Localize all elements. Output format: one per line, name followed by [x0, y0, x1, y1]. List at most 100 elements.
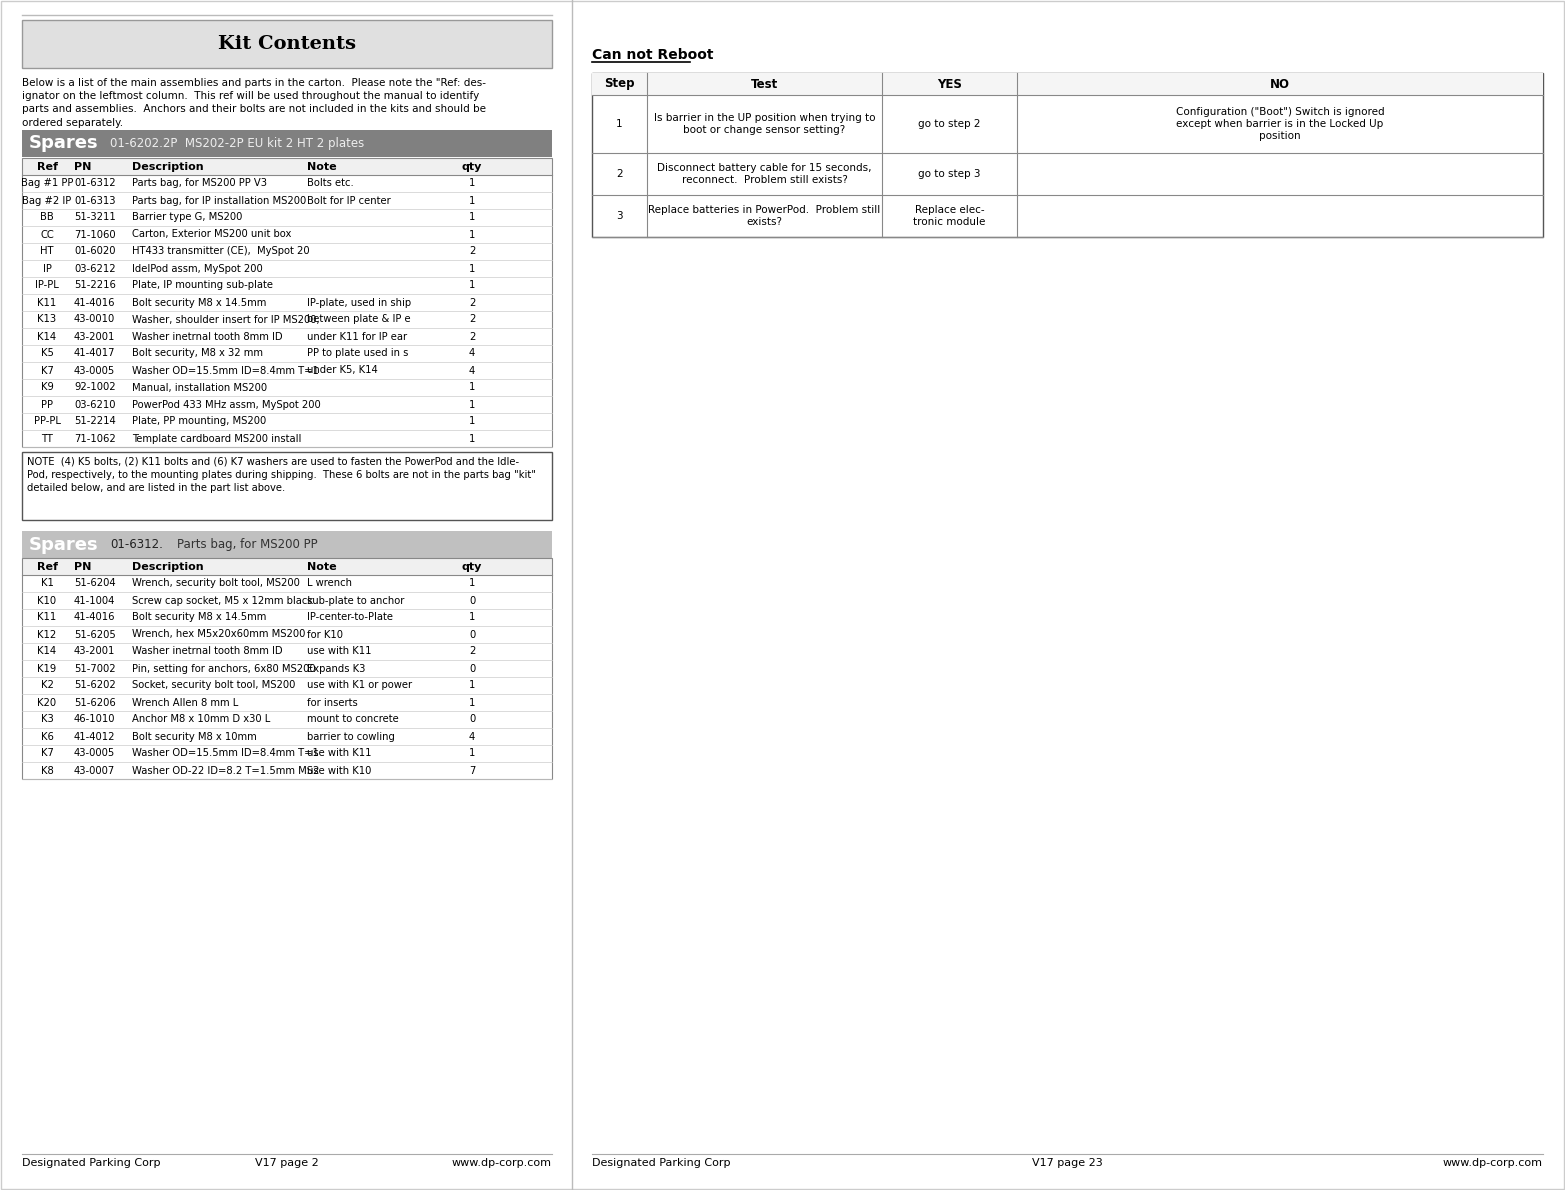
- Text: K10: K10: [38, 595, 56, 606]
- Text: 46-1010: 46-1010: [74, 714, 116, 725]
- Bar: [22, 558, 552, 779]
- Text: K9: K9: [41, 382, 53, 393]
- Text: 1: 1: [470, 263, 476, 274]
- Text: 41-4016: 41-4016: [74, 613, 116, 622]
- Text: K6: K6: [41, 732, 53, 741]
- Text: K13: K13: [38, 314, 56, 325]
- Text: Anchor M8 x 10mm D x30 L: Anchor M8 x 10mm D x30 L: [131, 714, 271, 725]
- Text: 1: 1: [470, 749, 476, 758]
- Text: Bolt security M8 x 14.5mm: Bolt security M8 x 14.5mm: [131, 613, 266, 622]
- Text: K11: K11: [38, 613, 56, 622]
- Text: IP: IP: [42, 263, 52, 274]
- Text: Pin, setting for anchors, 6x80 MS200: Pin, setting for anchors, 6x80 MS200: [131, 664, 316, 674]
- Text: 01-6020: 01-6020: [74, 246, 116, 257]
- Text: YES: YES: [937, 77, 962, 90]
- Text: Manual, installation MS200: Manual, installation MS200: [131, 382, 268, 393]
- Text: under K5, K14: under K5, K14: [307, 365, 377, 376]
- Text: Disconnect battery cable for 15 seconds,
reconnect.  Problem still exists?: Disconnect battery cable for 15 seconds,…: [657, 163, 872, 184]
- Text: for inserts: for inserts: [307, 697, 358, 708]
- Text: Note: Note: [307, 162, 336, 171]
- Text: Configuration ("Boot") Switch is ignored
except when barrier is in the Locked Up: Configuration ("Boot") Switch is ignored…: [1175, 107, 1385, 140]
- Text: PN: PN: [74, 562, 91, 571]
- Text: Parts bag, for MS200 PP: Parts bag, for MS200 PP: [177, 538, 318, 551]
- Text: Designated Parking Corp: Designated Parking Corp: [22, 1158, 161, 1169]
- Text: 2: 2: [470, 314, 476, 325]
- Text: K8: K8: [41, 765, 53, 776]
- Text: Plate, IP mounting sub-plate: Plate, IP mounting sub-plate: [131, 281, 272, 290]
- Text: 51-6206: 51-6206: [74, 697, 116, 708]
- Text: K14: K14: [38, 646, 56, 657]
- Text: 1: 1: [470, 195, 476, 206]
- Text: 51-6205: 51-6205: [74, 630, 116, 639]
- Text: 2: 2: [470, 298, 476, 307]
- Text: 43-2001: 43-2001: [74, 646, 116, 657]
- Text: for K10: for K10: [307, 630, 343, 639]
- Text: Spares: Spares: [30, 134, 99, 152]
- Text: 1: 1: [470, 681, 476, 690]
- Text: Is barrier in the UP position when trying to
boot or change sensor setting?: Is barrier in the UP position when tryin…: [654, 113, 875, 134]
- Text: go to step 3: go to step 3: [919, 169, 981, 178]
- Text: qty: qty: [462, 562, 482, 571]
- Text: Bag #2 IP: Bag #2 IP: [22, 195, 72, 206]
- Text: PowerPod 433 MHz assm, MySpot 200: PowerPod 433 MHz assm, MySpot 200: [131, 400, 321, 409]
- Text: CC: CC: [41, 230, 53, 239]
- Text: K3: K3: [41, 714, 53, 725]
- Text: 1: 1: [470, 178, 476, 188]
- Text: 1: 1: [470, 697, 476, 708]
- Text: 43-0010: 43-0010: [74, 314, 116, 325]
- Bar: [22, 531, 552, 558]
- Text: IP-PL: IP-PL: [34, 281, 59, 290]
- Text: K14: K14: [38, 332, 56, 342]
- Text: 0: 0: [470, 714, 476, 725]
- Text: PP-PL: PP-PL: [33, 416, 61, 426]
- Text: sub-plate to anchor: sub-plate to anchor: [307, 595, 404, 606]
- Text: 1: 1: [470, 382, 476, 393]
- Text: 43-0005: 43-0005: [74, 749, 116, 758]
- Text: 51-2216: 51-2216: [74, 281, 116, 290]
- Bar: [22, 452, 552, 520]
- Text: IP-center-to-Plate: IP-center-to-Plate: [307, 613, 393, 622]
- Text: 03-6212: 03-6212: [74, 263, 116, 274]
- Bar: [592, 73, 1543, 237]
- Text: 0: 0: [470, 630, 476, 639]
- Text: 2: 2: [617, 169, 623, 178]
- Text: PN: PN: [74, 162, 91, 171]
- Text: Bag #1 PP: Bag #1 PP: [20, 178, 74, 188]
- Text: Bolt security M8 x 10mm: Bolt security M8 x 10mm: [131, 732, 257, 741]
- Text: Washer OD-22 ID=8.2 T=1.5mm MS2: Washer OD-22 ID=8.2 T=1.5mm MS2: [131, 765, 319, 776]
- Bar: [22, 130, 552, 157]
- Text: K7: K7: [41, 749, 53, 758]
- Text: 41-4017: 41-4017: [74, 349, 116, 358]
- Text: 1: 1: [470, 281, 476, 290]
- Text: 0: 0: [470, 664, 476, 674]
- Text: 51-7002: 51-7002: [74, 664, 116, 674]
- Text: V17 page 23: V17 page 23: [1033, 1158, 1103, 1169]
- Text: K1: K1: [41, 578, 53, 589]
- Text: 1: 1: [470, 230, 476, 239]
- Text: www.dp-corp.com: www.dp-corp.com: [1443, 1158, 1543, 1169]
- Text: NOTE  (4) K5 bolts, (2) K11 bolts and (6) K7 washers are used to fasten the Powe: NOTE (4) K5 bolts, (2) K11 bolts and (6)…: [27, 457, 535, 493]
- Text: Replace elec-
tronic module: Replace elec- tronic module: [914, 205, 986, 227]
- Text: IdelPod assm, MySpot 200: IdelPod assm, MySpot 200: [131, 263, 263, 274]
- Text: 2: 2: [470, 646, 476, 657]
- Text: BB: BB: [41, 213, 53, 223]
- Text: use with K10: use with K10: [307, 765, 371, 776]
- Text: Bolt security M8 x 14.5mm: Bolt security M8 x 14.5mm: [131, 298, 266, 307]
- Text: V17 page 2: V17 page 2: [255, 1158, 319, 1169]
- Text: www.dp-corp.com: www.dp-corp.com: [452, 1158, 552, 1169]
- Text: Replace batteries in PowerPod.  Problem still
exists?: Replace batteries in PowerPod. Problem s…: [648, 205, 881, 227]
- Text: K20: K20: [38, 697, 56, 708]
- Text: Note: Note: [307, 562, 336, 571]
- Text: 1: 1: [470, 400, 476, 409]
- Text: 41-4016: 41-4016: [74, 298, 116, 307]
- Text: TT: TT: [41, 433, 53, 444]
- Text: barrier to cowling: barrier to cowling: [307, 732, 394, 741]
- Text: 1: 1: [470, 433, 476, 444]
- Text: Washer, shoulder insert for IP MS200,: Washer, shoulder insert for IP MS200,: [131, 314, 319, 325]
- Text: Washer OD=15.5mm ID=8.4mm T=1: Washer OD=15.5mm ID=8.4mm T=1: [131, 365, 319, 376]
- Text: K12: K12: [38, 630, 56, 639]
- Text: 43-0005: 43-0005: [74, 365, 116, 376]
- Text: Plate, PP mounting, MS200: Plate, PP mounting, MS200: [131, 416, 266, 426]
- Text: Template cardboard MS200 install: Template cardboard MS200 install: [131, 433, 302, 444]
- Bar: [22, 20, 552, 68]
